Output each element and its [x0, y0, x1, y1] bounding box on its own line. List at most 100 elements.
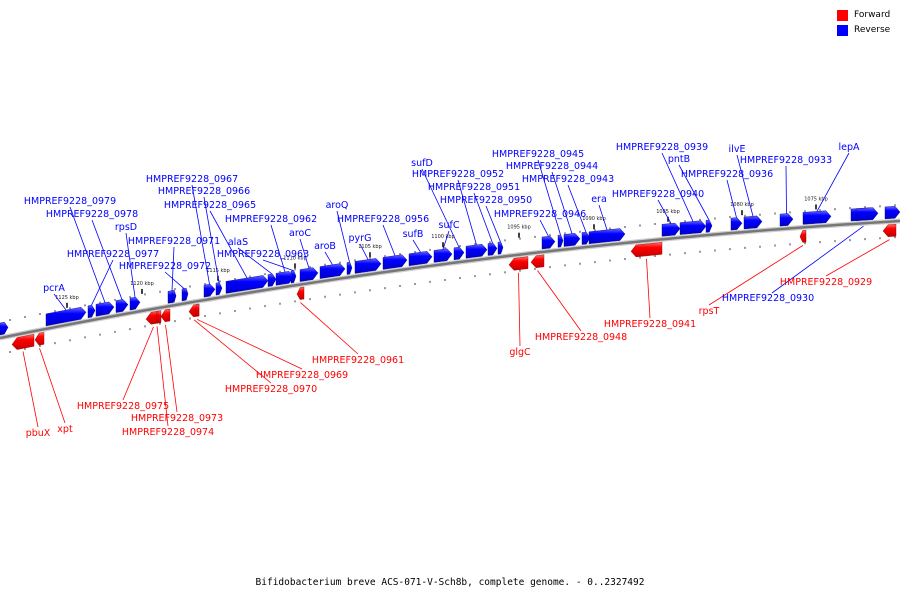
scale-tick-label: 1090 kbp — [582, 216, 606, 222]
reverse-gene-arrow — [382, 254, 408, 270]
label-leader-line — [156, 326, 169, 427]
label-leader-line — [122, 326, 154, 401]
label-leader-line — [299, 238, 310, 269]
label-leader-line — [726, 179, 737, 218]
reverse-gene-label: era — [591, 194, 607, 205]
reverse-gene-label: HMPREF9228_0963 — [217, 249, 309, 260]
reverse-gene-arrow — [319, 263, 346, 279]
label-leader-line — [359, 243, 369, 260]
reverse-gene-arrow — [95, 301, 115, 317]
label-leader-line — [485, 205, 501, 243]
label-leader-line — [91, 219, 123, 300]
reverse-gene-label: pyrG — [349, 233, 372, 244]
label-leader-line — [421, 168, 460, 248]
scale-tick-label: 1100 kbp — [431, 234, 455, 240]
reverse-gene-arrow — [267, 273, 277, 287]
reverse-gene-arrow — [129, 296, 141, 311]
label-leader-line — [300, 302, 359, 355]
reverse-gene-label: HMPREF9228_0971 — [128, 236, 220, 247]
reverse-gene-arrow — [203, 283, 216, 298]
reverse-gene-arrow — [275, 271, 295, 286]
legend-label-reverse: Reverse — [854, 25, 891, 35]
reverse-gene-label: pcrA — [43, 283, 65, 294]
reverse-gene-label: HMPREF9228_0930 — [722, 293, 814, 304]
reverse-gene-arrow — [215, 282, 223, 296]
label-leader-line — [785, 165, 787, 214]
label-leader-line — [203, 196, 220, 283]
reverse-gene-label: HMPREF9228_0967 — [146, 174, 238, 185]
scale-tick-label: 1120 kbp — [130, 281, 154, 287]
forward-gene-label: glgC — [509, 347, 531, 358]
forward-gene-label: HMPREF9228_0929 — [780, 277, 872, 288]
forward-gene-label: HMPREF9228_0975 — [77, 401, 169, 412]
label-leader-line — [646, 258, 651, 319]
reverse-gene-label: rpsD — [115, 222, 137, 233]
forward-gene-label: HMPREF9228_0974 — [122, 427, 214, 438]
reverse-gene-label: HMPREF9228_0965 — [164, 200, 256, 211]
gene-labels: pcrA HMPREF9228_0979 HMPREF9228_0978 rpsD HM… — [24, 142, 872, 439]
forward-gene-arrow — [296, 286, 305, 300]
reverse-gene-label: ilvE — [729, 144, 746, 155]
scale-tick-label: 1115 kbp — [206, 268, 230, 274]
reverse-gene-arrow — [588, 228, 626, 245]
label-leader-line — [193, 319, 272, 384]
forward-swatch — [837, 9, 848, 21]
reverse-gene-label: aroC — [289, 228, 311, 239]
gene-arrows — [0, 206, 900, 350]
label-leader-line — [473, 192, 493, 244]
forward-gene-label: HMPREF9228_0941 — [604, 319, 696, 330]
backbone-line — [0, 219, 900, 340]
label-leader-line — [171, 246, 175, 291]
label-leader-lines — [22, 152, 890, 428]
reverse-gene-arrow — [354, 258, 382, 274]
label-leader-line — [125, 232, 136, 298]
reverse-gene-label: HMPREF9228_0950 — [440, 195, 532, 206]
forward-gene-arrow — [630, 242, 663, 258]
forward-gene-arrow — [11, 333, 35, 350]
reverse-gene-label: HMPREF9228_0972 — [119, 261, 211, 272]
legend-label-forward: Forward — [854, 10, 891, 20]
label-leader-line — [816, 152, 850, 212]
reverse-gene-label: lepA — [838, 142, 860, 153]
reverse-gene-label: HMPREF9228_0962 — [225, 214, 317, 225]
reverse-gene-arrow — [171, 289, 177, 303]
label-leader-line — [537, 270, 582, 332]
forward-gene-arrow — [882, 223, 897, 237]
strand-legend: Forward Reverse — [837, 8, 890, 38]
reverse-gene-arrow — [730, 217, 743, 231]
legend-item-forward: Forward — [837, 8, 890, 22]
legend-item-reverse: Reverse — [837, 23, 890, 37]
reverse-gene-label: sufB — [403, 229, 424, 240]
reverse-gene-label: aroB — [314, 241, 336, 252]
reverse-gene-arrow — [465, 243, 488, 259]
label-leader-line — [237, 247, 273, 275]
label-leader-line — [39, 348, 66, 424]
forward-gene-arrow — [34, 332, 45, 346]
reverse-gene-arrow — [408, 251, 433, 267]
reverse-gene-arrow — [225, 275, 269, 294]
label-leader-line — [551, 171, 573, 234]
reverse-gene-arrow — [487, 242, 498, 256]
label-leader-line — [598, 204, 608, 230]
genome-backbone — [0, 218, 900, 341]
reverse-gene-arrow — [563, 233, 581, 247]
scale-tick-label: 1125 kbp — [55, 295, 79, 301]
label-leader-line — [164, 271, 185, 289]
forward-gene-label: HMPREF9228_0961 — [312, 355, 404, 366]
label-leader-line — [196, 318, 303, 370]
label-leader-line — [53, 293, 67, 311]
label-leader-line — [771, 225, 864, 294]
reverse-swatch — [837, 24, 848, 36]
reverse-gene-label: HMPREF9228_0978 — [46, 209, 138, 220]
label-leader-line — [537, 159, 561, 236]
forward-gene-label: HMPREF9228_0973 — [131, 413, 223, 424]
label-leader-line — [661, 152, 694, 222]
forward-gene-label: pbuX — [26, 428, 51, 439]
reverse-gene-label: HMPREF9228_0946 — [494, 209, 586, 220]
reverse-gene-label: aroQ — [326, 200, 349, 211]
forward-gene-arrow — [160, 308, 171, 323]
label-leader-line — [518, 272, 521, 347]
genome-caption: Bifidobacterium breve ACS-071-V-Sch8b, c… — [255, 577, 645, 588]
reverse-gene-label: HMPREF9228_0943 — [522, 174, 614, 185]
